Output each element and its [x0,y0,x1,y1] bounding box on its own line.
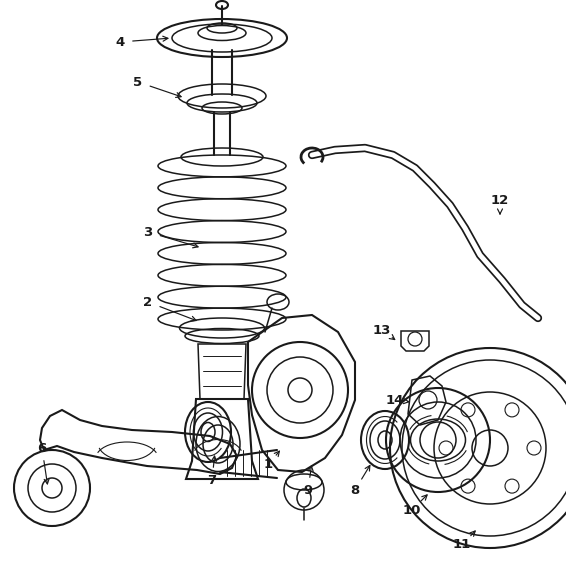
Text: 12: 12 [491,193,509,207]
Text: 9: 9 [303,483,312,497]
Text: 2: 2 [143,296,153,308]
Text: 1: 1 [263,459,273,471]
Text: 8: 8 [350,483,359,497]
Text: 14: 14 [386,394,404,406]
Text: 6: 6 [37,441,46,455]
Text: 10: 10 [403,503,421,517]
Text: 5: 5 [134,76,143,88]
Text: 3: 3 [143,226,153,239]
Text: 11: 11 [453,538,471,552]
Text: 7: 7 [207,474,217,487]
Text: 4: 4 [115,36,125,48]
Text: 13: 13 [373,324,391,336]
